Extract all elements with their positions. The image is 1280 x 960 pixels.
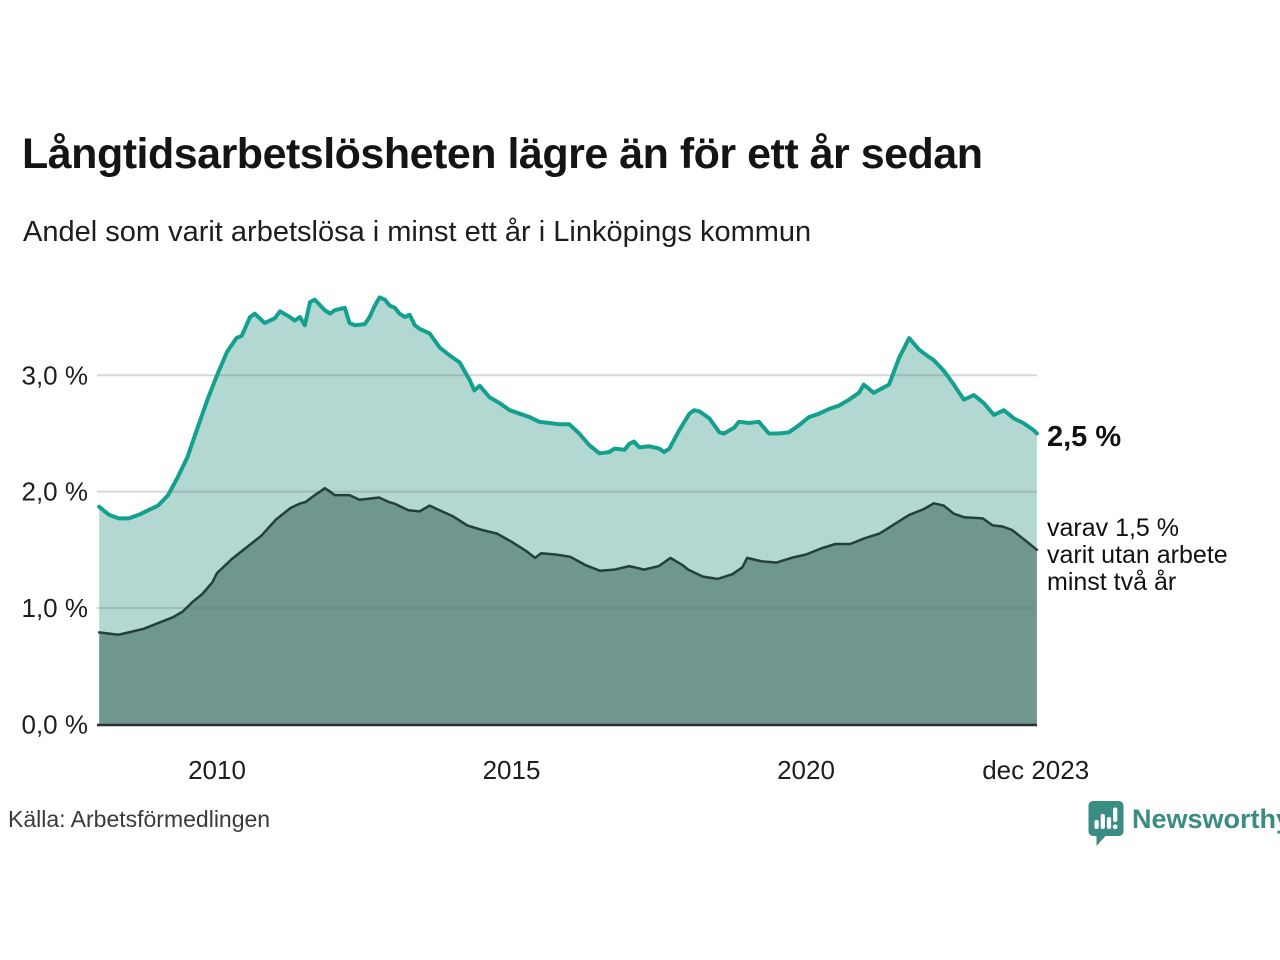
x-tick-label: 2015 [483, 755, 541, 785]
x-tick-label: dec 2023 [982, 755, 1089, 785]
chart-areas [99, 297, 1037, 725]
chart-title: Långtidsarbetslösheten lägre än för ett … [22, 130, 983, 178]
chart-lines [97, 295, 1039, 636]
newsworthy-bubble-chart-icon [1088, 800, 1124, 853]
end-value-label-total: 2,5 % [1047, 421, 1122, 453]
y-tick-label: 2,0 % [22, 477, 89, 507]
detail-line: varit utan arbete [1047, 541, 1228, 569]
gridlines [97, 374, 1037, 609]
line-unemployed-1yr [97, 295, 1039, 521]
source-note: Källa: Arbetsförmedlingen [8, 806, 271, 832]
x-tick-label: 2020 [777, 755, 835, 785]
newsworthy-wordmark: Newsworthy [1132, 804, 1280, 834]
y-axis-labels: 0,0 % 1,0 % 2,0 % 3,0 % [22, 360, 89, 739]
y-tick-label: 0,0 % [22, 709, 89, 739]
x-tick-label: 2010 [188, 755, 246, 785]
y-tick-label: 1,0 % [22, 593, 89, 623]
y-tick-label: 3,0 % [22, 360, 89, 390]
chart-subtitle: Andel som varit arbetslösa i minst ett å… [23, 216, 812, 248]
end-value-label-detail: varav 1,5 % varit utan arbete minst två … [1047, 515, 1228, 596]
newsworthy-logo: Newsworthy [1088, 800, 1280, 853]
area-unemployed-2yr [99, 488, 1037, 725]
detail-line: varav 1,5 % [1047, 514, 1180, 542]
line-unemployed-2yr [97, 486, 1039, 636]
detail-line: minst två år [1047, 568, 1177, 596]
x-axis-labels: 2010 2015 2020 dec 2023 [188, 755, 1089, 785]
